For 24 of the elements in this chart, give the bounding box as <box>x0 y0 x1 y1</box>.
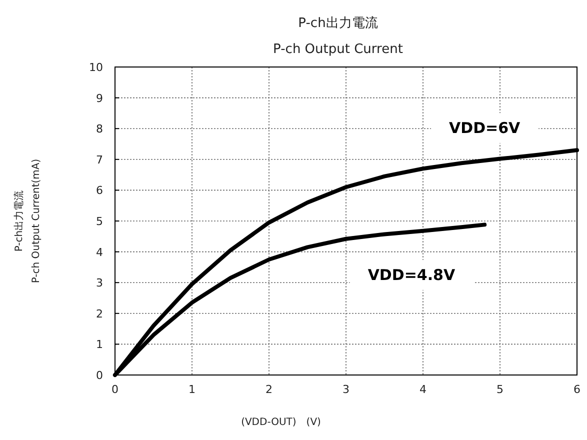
y-tick-label: 8 <box>96 122 103 136</box>
y-tick-label: 2 <box>96 307 103 320</box>
y-tick-label: 1 <box>96 338 103 352</box>
x-tick-label: 5 <box>496 383 504 396</box>
x-tick-label: 2 <box>266 383 272 396</box>
chart-subtitle: P-ch Output Current <box>273 42 403 57</box>
x-tick-label: 0 <box>112 383 118 396</box>
x-tick-label: 6 <box>574 383 580 396</box>
y-tick-label: 0 <box>96 369 103 382</box>
x-tick-label: 3 <box>342 383 350 396</box>
y-axis-title: P-ch出力電流 P-ch Output Current(mA) <box>13 158 42 284</box>
chart-title: P-ch出力電流 <box>298 15 378 31</box>
series-label: VDD=6V <box>449 119 521 138</box>
y-tick-label: 7 <box>96 153 103 166</box>
y-tick-label: 10 <box>89 61 103 74</box>
y-tick-label: 9 <box>96 92 103 105</box>
y-tick-label: 3 <box>96 276 103 290</box>
y-tick-label: 6 <box>96 184 103 198</box>
series-label: VDD=4.8V <box>368 266 456 284</box>
y-tick-label: 4 <box>96 246 103 259</box>
y-tick-label: 5 <box>96 215 103 228</box>
x-tick-label: 1 <box>188 383 196 396</box>
x-tick-label: 4 <box>420 383 426 396</box>
x-axis-title: (VDD-OUT) (V) <box>241 417 322 428</box>
